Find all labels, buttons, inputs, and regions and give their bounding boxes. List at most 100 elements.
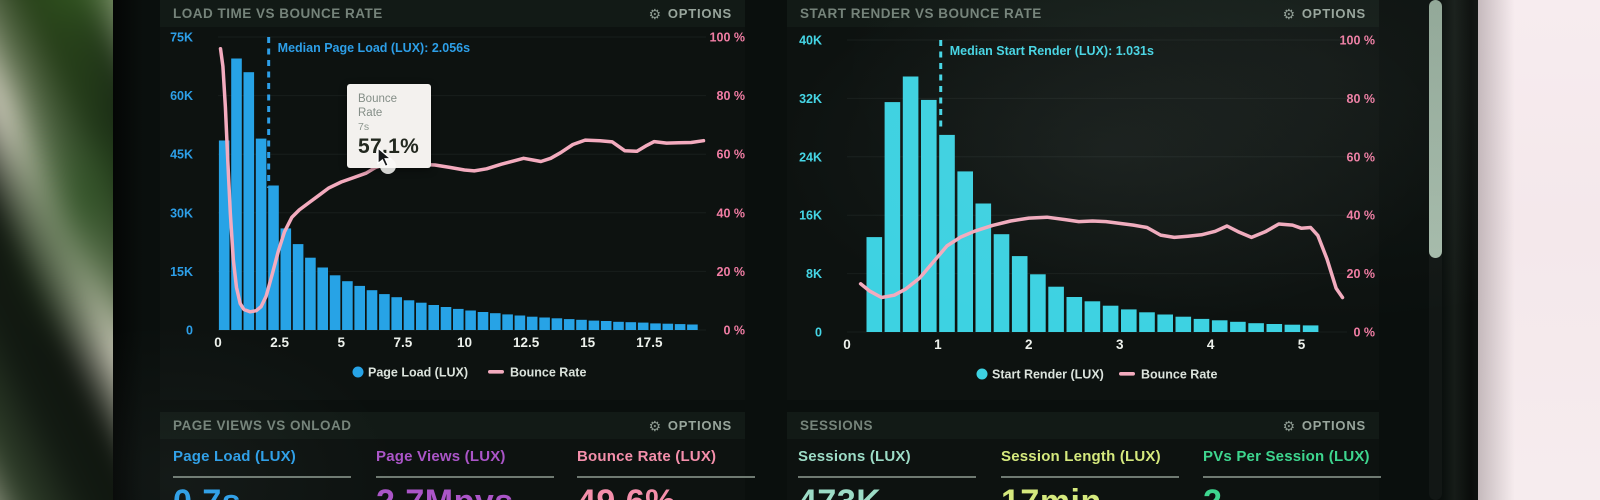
histogram-bar[interactable]	[428, 305, 439, 330]
histogram-bar[interactable]	[1048, 286, 1064, 332]
histogram-bar[interactable]	[317, 267, 328, 331]
gear-icon: ⚙	[648, 417, 662, 434]
histogram-bar[interactable]	[342, 281, 353, 330]
histogram-bar[interactable]	[416, 302, 427, 330]
histogram-bar[interactable]	[563, 319, 575, 330]
histogram-bar[interactable]	[866, 237, 883, 332]
histogram-bar[interactable]	[1248, 323, 1264, 332]
histogram-bar[interactable]	[514, 315, 526, 331]
histogram-bar[interactable]	[637, 322, 649, 330]
histogram-bar[interactable]	[576, 319, 587, 330]
histogram-bar[interactable]	[292, 244, 304, 330]
panel-header: LOAD TIME VS BOUNCE RATE ⚙ OPTIONS	[160, 0, 745, 27]
y-axis-left-label: 0	[186, 324, 193, 338]
panel-sessions: SESSIONS ⚙ OPTIONS Sessions (LUX) 473K S…	[787, 412, 1381, 500]
histogram-bar[interactable]	[1175, 316, 1192, 332]
x-axis-label: 4	[1207, 337, 1215, 352]
histogram-bar[interactable]	[391, 297, 402, 330]
y-axis-left-label: 32K	[799, 92, 822, 106]
histogram-bar[interactable]	[902, 76, 919, 333]
histogram-bar[interactable]	[1102, 305, 1119, 332]
bounce-rate-line[interactable]	[858, 215, 1345, 300]
histogram-bar[interactable]	[975, 203, 992, 333]
scrollbar-track[interactable]	[1429, 0, 1442, 500]
histogram-bar[interactable]	[1157, 314, 1173, 333]
options-button[interactable]: ⚙ OPTIONS	[1283, 6, 1366, 21]
histogram-bar[interactable]	[884, 102, 901, 332]
histogram-bar[interactable]	[625, 322, 637, 330]
y-axis-left-label: 40K	[799, 34, 822, 48]
metric-label: Page Load (LUX)	[173, 448, 351, 478]
y-axis-right-label: 40 %	[717, 206, 746, 220]
legend-label: Start Render (LUX)	[992, 368, 1104, 382]
histogram-bar[interactable]	[379, 294, 390, 330]
histogram-bar[interactable]	[502, 314, 513, 330]
histogram-bar[interactable]	[1084, 301, 1101, 332]
histogram-bar[interactable]	[674, 324, 686, 330]
options-button[interactable]: ⚙ OPTIONS	[649, 6, 732, 21]
histogram-bar[interactable]	[588, 320, 600, 330]
histogram-bar[interactable]	[687, 324, 698, 331]
wall-background	[1478, 0, 1600, 500]
metric-value: 17min	[1001, 483, 1179, 500]
histogram-bar[interactable]	[1211, 320, 1228, 332]
histogram-bar[interactable]	[490, 313, 501, 330]
histogram-bar[interactable]	[366, 290, 378, 330]
histogram-bar[interactable]	[231, 58, 242, 331]
histogram-bar[interactable]	[255, 138, 267, 330]
histogram-bar[interactable]	[465, 310, 476, 331]
histogram-bar[interactable]	[526, 316, 538, 330]
metric-value: 2	[1203, 483, 1381, 500]
histogram-bar[interactable]	[1066, 297, 1083, 332]
histogram-bar[interactable]	[440, 307, 452, 330]
metric-label: Sessions (LUX)	[798, 448, 976, 478]
panel-title: SESSIONS	[800, 418, 874, 433]
y-axis-right-label: 20 %	[1347, 267, 1376, 281]
x-axis-label: 3	[1116, 337, 1124, 352]
metric-label: Page Views (LUX)	[376, 448, 554, 478]
histogram-bar[interactable]	[329, 275, 341, 330]
tooltip: Bounce Rate 7s 57.1%	[347, 84, 431, 169]
histogram-bar[interactable]	[403, 300, 415, 330]
histogram-bar[interactable]	[1284, 324, 1301, 332]
histogram-bar[interactable]	[600, 321, 612, 330]
metric-label: Bounce Rate (LUX)	[577, 448, 755, 478]
histogram-bar[interactable]	[218, 140, 230, 331]
histogram-bar[interactable]	[551, 318, 563, 330]
histogram-bar[interactable]	[1030, 274, 1046, 332]
histogram-bar[interactable]	[1302, 325, 1319, 332]
x-axis-label: 0	[214, 335, 222, 350]
metric-pvs-per-session: PVs Per Session (LUX) 2	[1203, 448, 1381, 500]
histogram-bar[interactable]	[1011, 256, 1028, 332]
histogram-bar[interactable]	[1230, 321, 1246, 332]
histogram-bar[interactable]	[650, 323, 661, 330]
x-axis-label: 17.5	[636, 335, 663, 350]
options-label: OPTIONS	[667, 6, 732, 21]
histogram-bar[interactable]	[939, 134, 955, 332]
legend-line-icon	[1119, 372, 1135, 376]
load-time-chart[interactable]: 75K 100 % 60K 80 % 45K 60 % 30K 40 % 15K 20 % 0 0 %…	[160, 0, 745, 400]
histogram-bar[interactable]	[1193, 318, 1210, 332]
histogram-bar[interactable]	[280, 228, 292, 330]
histogram-bar[interactable]	[243, 72, 255, 330]
median-label: Median Page Load (LUX): 2.056s	[278, 41, 470, 55]
options-button[interactable]: ⚙ OPTIONS	[649, 418, 732, 433]
histogram-bar[interactable]	[613, 321, 624, 330]
histogram-bar[interactable]	[305, 257, 316, 330]
start-render-chart[interactable]: 40K 100 % 32K 80 % 24K 60 % 16K 40 % 8K 20 % 0 0 % 0…	[787, 0, 1379, 400]
scrollbar-thumb[interactable]	[1429, 0, 1442, 258]
histogram-bar[interactable]	[477, 312, 489, 330]
histogram-bar[interactable]	[1121, 309, 1137, 332]
histogram-bar[interactable]	[1139, 312, 1155, 332]
histogram-bar[interactable]	[993, 234, 1010, 332]
histogram-bar[interactable]	[453, 308, 464, 330]
options-button[interactable]: ⚙ OPTIONS	[1283, 418, 1366, 433]
histogram-bar[interactable]	[957, 171, 973, 332]
histogram-bar[interactable]	[268, 185, 279, 331]
histogram-bar[interactable]	[1266, 324, 1283, 332]
histogram-bar[interactable]	[539, 317, 550, 331]
histogram-bar[interactable]	[354, 285, 365, 330]
histogram-bar[interactable]	[662, 323, 674, 330]
histogram-bar[interactable]	[921, 99, 937, 333]
